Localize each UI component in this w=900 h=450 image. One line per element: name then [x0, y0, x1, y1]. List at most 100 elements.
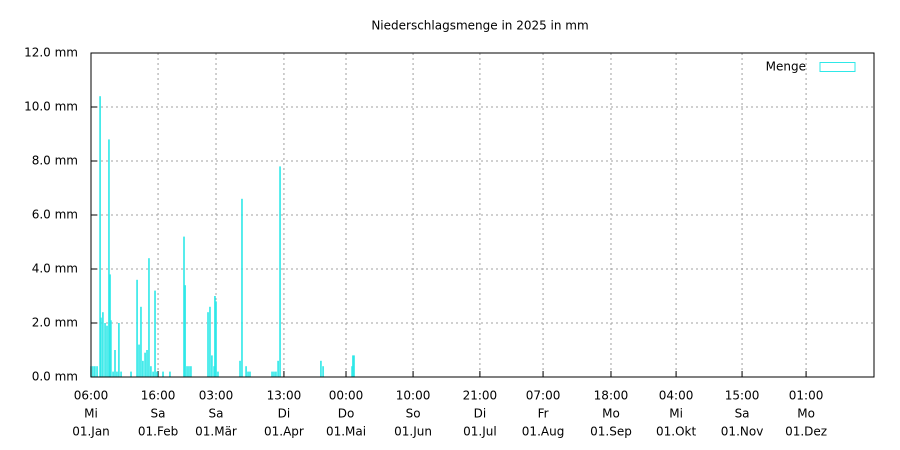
x-tick-day: So — [406, 407, 421, 421]
bar — [169, 371, 171, 377]
bar — [136, 279, 138, 377]
x-tick-day: Di — [278, 407, 291, 421]
bar — [108, 139, 110, 377]
x-tick-date: 01.Mär — [195, 425, 237, 439]
bar — [214, 296, 216, 377]
bar — [247, 371, 249, 377]
bar — [92, 366, 94, 377]
bar — [148, 258, 150, 377]
bar — [152, 371, 154, 377]
bar — [241, 198, 243, 377]
bar — [207, 312, 209, 377]
plot-frame — [90, 52, 875, 378]
x-tick-date: 01.Nov — [721, 425, 764, 439]
bar — [106, 325, 108, 377]
x-tick-time: 13:00 — [267, 389, 302, 403]
bar — [209, 306, 211, 377]
bar — [213, 366, 215, 377]
bar — [94, 366, 96, 377]
x-tick-date: 01.Aug — [522, 425, 565, 439]
y-tick-label: 4.0 mm — [32, 262, 78, 276]
bar — [120, 371, 122, 377]
bar — [245, 366, 247, 377]
bar — [217, 371, 219, 377]
x-tick-time: 07:00 — [526, 389, 561, 403]
bar — [150, 366, 152, 377]
bar — [118, 323, 120, 377]
bar — [277, 360, 279, 377]
bar — [110, 320, 112, 377]
x-tick-time: 16:00 — [141, 389, 176, 403]
x-tick-time: 01:00 — [789, 389, 824, 403]
x-tick-date: 01.Jul — [463, 425, 497, 439]
bar — [99, 96, 101, 377]
bar — [320, 360, 322, 377]
x-tick-day: Sa — [735, 407, 750, 421]
bar — [186, 366, 188, 377]
bar — [142, 360, 144, 377]
x-tick-date: 01.Mai — [326, 425, 366, 439]
bar — [239, 360, 241, 377]
bar — [146, 350, 148, 377]
bar — [112, 371, 114, 377]
bar — [109, 274, 111, 377]
legend-swatch — [819, 62, 856, 72]
bar — [114, 350, 116, 377]
bar — [322, 366, 324, 377]
x-tick-day: Mi — [84, 407, 98, 421]
bar — [116, 371, 118, 377]
y-tick-label: 8.0 mm — [32, 154, 78, 168]
y-tick-label: 0.0 mm — [32, 370, 78, 384]
bar — [211, 355, 213, 377]
x-tick-date: 01.Feb — [138, 425, 178, 439]
x-tick-date: 01.Apr — [264, 425, 304, 439]
bar — [130, 371, 132, 377]
bar — [104, 323, 106, 377]
bar — [154, 290, 156, 377]
bar — [188, 366, 190, 377]
x-tick-date: 01.Jun — [394, 425, 432, 439]
x-tick-time: 21:00 — [463, 389, 498, 403]
y-tick-label: 10.0 mm — [24, 100, 78, 114]
bar — [215, 301, 217, 377]
bar — [279, 166, 281, 377]
y-tick-label: 12.0 mm — [24, 46, 78, 60]
bar — [249, 371, 251, 377]
bar — [275, 371, 277, 377]
x-tick-time: 06:00 — [74, 389, 109, 403]
x-tick-date: 01.Jan — [72, 425, 110, 439]
bar — [102, 312, 104, 377]
bar — [271, 371, 273, 377]
x-tick-day: Sa — [209, 407, 224, 421]
y-tick-label: 6.0 mm — [32, 208, 78, 222]
x-tick-time: 04:00 — [659, 389, 694, 403]
x-tick-time: 03:00 — [199, 389, 234, 403]
bar — [162, 371, 164, 377]
x-tick-day: Fr — [538, 407, 549, 421]
bar — [352, 355, 354, 377]
chart-title: Niederschlagsmenge in 2025 in mm — [371, 19, 588, 33]
x-tick-day: Di — [474, 407, 487, 421]
x-tick-day: Do — [338, 407, 355, 421]
bar — [100, 317, 102, 377]
bar — [96, 366, 98, 377]
x-tick-date: 01.Sep — [590, 425, 632, 439]
bar — [190, 366, 192, 377]
bar — [140, 306, 142, 377]
bar — [351, 366, 353, 377]
x-tick-time: 10:00 — [396, 389, 431, 403]
x-tick-time: 00:00 — [329, 389, 364, 403]
y-tick-label: 2.0 mm — [32, 316, 78, 330]
x-tick-day: Mi — [669, 407, 683, 421]
x-tick-date: 01.Dez — [785, 425, 827, 439]
bar — [184, 285, 186, 377]
x-tick-day: Mo — [797, 407, 815, 421]
bar — [273, 371, 275, 377]
bar — [144, 352, 146, 377]
bar — [353, 355, 355, 377]
bar — [138, 344, 140, 377]
x-tick-date: 01.Okt — [656, 425, 696, 439]
x-tick-day: Sa — [151, 407, 166, 421]
